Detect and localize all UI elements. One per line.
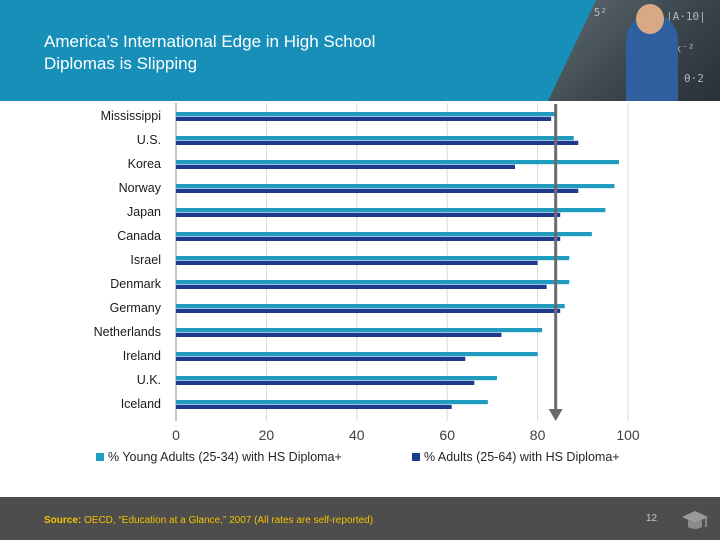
legend-swatch	[412, 453, 420, 461]
bar-young-adults	[176, 352, 538, 357]
category-label: Germany	[110, 301, 162, 315]
x-tick-label: 0	[172, 427, 180, 443]
footer-band	[0, 497, 720, 540]
bar-young-adults	[176, 400, 488, 405]
chalkboard-writing: θ·2	[684, 72, 704, 85]
bar-adults	[176, 380, 475, 385]
category-label: U.K.	[137, 373, 161, 387]
category-label: Korea	[128, 157, 161, 171]
category-label: Iceland	[121, 397, 161, 411]
source-label: Source:	[44, 515, 82, 526]
bar-young-adults	[176, 304, 565, 309]
page-number: 12	[646, 513, 658, 524]
slide-title: America’s International Edge in High Sch…	[44, 31, 464, 75]
category-label: Canada	[117, 229, 161, 243]
category-label: Norway	[119, 181, 162, 195]
bar-young-adults	[176, 376, 497, 381]
x-tick-label: 80	[530, 427, 546, 443]
category-label: Denmark	[110, 277, 161, 291]
bar-young-adults	[176, 184, 615, 189]
x-tick-label: 100	[616, 427, 640, 443]
bar-young-adults	[176, 280, 570, 285]
bar-young-adults	[176, 328, 543, 333]
source-citation: Source: OECD, “Education at a Glance,” 2…	[44, 515, 373, 526]
category-label: Japan	[127, 205, 161, 219]
teacher-head	[636, 4, 664, 34]
bar-adults	[176, 332, 502, 337]
tick-layer: 0 20 40 60 80 100	[172, 427, 640, 443]
title-line-2: Diplomas is Slipping	[44, 54, 198, 73]
bar-adults	[176, 212, 561, 217]
x-tick-label: 20	[259, 427, 275, 443]
bar-adults	[176, 140, 579, 145]
bar-adults	[176, 404, 452, 409]
category-label: U.S.	[137, 133, 161, 147]
bar-young-adults	[176, 232, 592, 237]
bar-young-adults	[176, 256, 570, 261]
x-tick-label: 60	[439, 427, 455, 443]
bar-adults	[176, 308, 561, 313]
source-text: OECD, “Education at a Glance,” 2007 (All…	[81, 515, 374, 526]
bar-adults	[176, 188, 579, 193]
bar-adults	[176, 260, 538, 265]
header-slant	[548, 0, 596, 101]
legend-swatch	[96, 453, 104, 461]
category-label: Israel	[130, 253, 161, 267]
x-tick-label: 40	[349, 427, 365, 443]
bar-adults	[176, 356, 466, 361]
category-label: Mississippi	[101, 109, 161, 123]
chalkboard-writing: |A·10|	[666, 10, 706, 23]
legend-layer: % Young Adults (25-34) with HS Diploma+%…	[96, 450, 620, 464]
bar-adults	[176, 164, 515, 169]
bar-adults	[176, 284, 547, 289]
chart-svg: Mississippi U.S. Korea Norway Japan Canada Isr…	[94, 103, 640, 464]
bar-adults	[176, 236, 561, 241]
bar-young-adults	[176, 136, 574, 141]
label-layer: Mississippi U.S. Korea Norway Japan Canada Isr…	[94, 109, 162, 411]
legend-label: % Young Adults (25-34) with HS Diploma+	[108, 450, 342, 464]
legend-label: % Adults (25-64) with HS Diploma+	[424, 450, 620, 464]
bar-adults	[176, 116, 552, 121]
title-line-1: America’s International Edge in High Sch…	[44, 32, 376, 51]
bar-young-adults	[176, 160, 619, 165]
bar-young-adults	[176, 112, 556, 117]
graduation-cap-icon	[682, 511, 708, 529]
threshold-arrow-head	[548, 409, 563, 421]
category-label: Netherlands	[94, 325, 161, 339]
bar-layer	[176, 112, 619, 409]
bar-young-adults	[176, 208, 606, 213]
bar-chart: Mississippi U.S. Korea Norway Japan Canada Isr…	[0, 101, 720, 496]
arrow-layer	[548, 104, 563, 421]
category-label: Ireland	[123, 349, 161, 363]
